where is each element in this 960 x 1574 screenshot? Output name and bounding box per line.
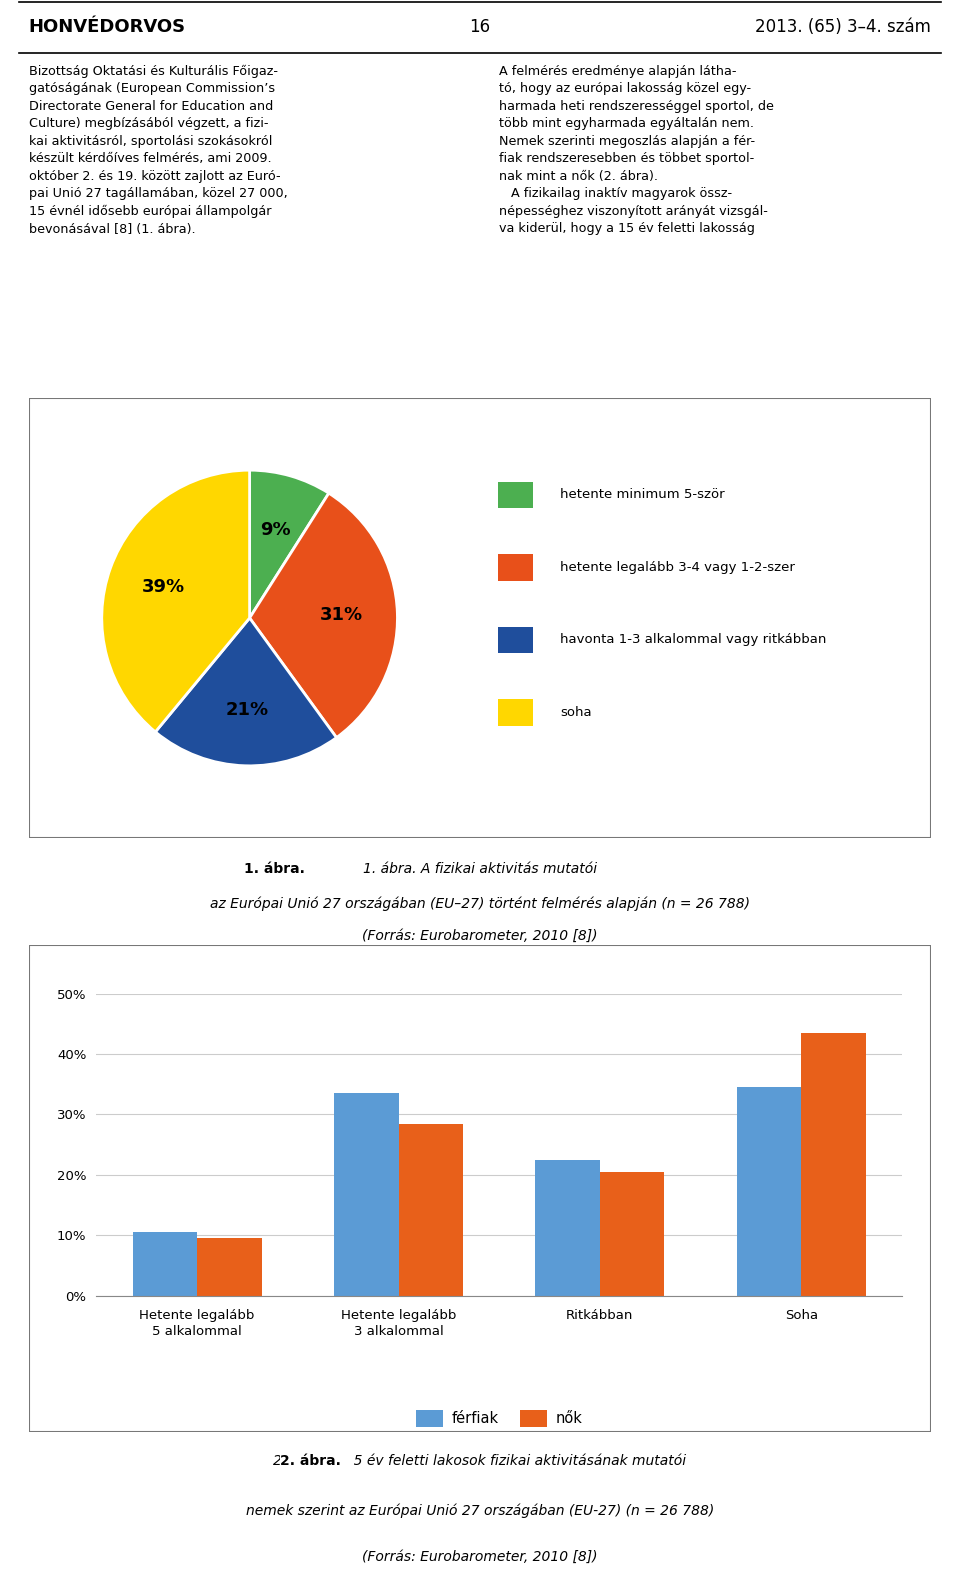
Text: havonta 1-3 alkalommal vagy ritkábban: havonta 1-3 alkalommal vagy ritkábban bbox=[561, 633, 827, 647]
Wedge shape bbox=[156, 619, 337, 767]
Text: 9%: 9% bbox=[260, 521, 291, 538]
Text: 1. ábra. A fizikai aktivitás mutatói: 1. ábra. A fizikai aktivitás mutatói bbox=[363, 863, 597, 877]
Text: 2. ábra. A 15 év feletti lakosok fizikai aktivitásának mutatói: 2. ábra. A 15 év feletti lakosok fizikai… bbox=[274, 1454, 686, 1469]
Legend: férfiak, nők: férfiak, nők bbox=[411, 1404, 588, 1434]
Bar bbox=[197, 1239, 261, 1295]
Text: nemek szerint az Európai Unió 27 országában (EU-27) (n = 26 788): nemek szerint az Európai Unió 27 országá… bbox=[246, 1503, 714, 1517]
Text: 39%: 39% bbox=[142, 578, 185, 597]
Text: 21%: 21% bbox=[226, 700, 268, 719]
Text: HONVÉDORVOS: HONVÉDORVOS bbox=[29, 19, 186, 36]
Bar bbox=[132, 1232, 197, 1295]
Text: A felmérés eredménye alapján látha-
tó, hogy az európai lakosság közel egy-
harm: A felmérés eredménye alapján látha- tó, … bbox=[499, 65, 774, 235]
Text: 16: 16 bbox=[469, 19, 491, 36]
Bar bbox=[398, 1124, 463, 1295]
Bar bbox=[334, 1094, 398, 1295]
Bar bbox=[498, 626, 533, 653]
Text: Bizottság Oktatási és Kulturális Főigaz-
gatóságának (European Commission’s
Dire: Bizottság Oktatási és Kulturális Főigaz-… bbox=[29, 65, 288, 236]
Text: soha: soha bbox=[561, 707, 592, 719]
Bar bbox=[498, 554, 533, 581]
Text: (Forrás: Eurobarometer, 2010 [8]): (Forrás: Eurobarometer, 2010 [8]) bbox=[362, 1549, 598, 1563]
Wedge shape bbox=[250, 493, 397, 738]
Bar bbox=[498, 482, 533, 508]
Bar bbox=[279, 1447, 353, 1489]
Bar bbox=[737, 1088, 802, 1295]
Bar bbox=[600, 1173, 664, 1295]
Bar bbox=[244, 856, 326, 885]
Bar bbox=[498, 699, 533, 726]
Wedge shape bbox=[102, 471, 250, 732]
Bar bbox=[536, 1160, 600, 1295]
Text: 2. ábra.: 2. ábra. bbox=[279, 1454, 341, 1469]
Text: 2013. (65) 3–4. szám: 2013. (65) 3–4. szám bbox=[756, 19, 931, 36]
Bar bbox=[802, 1033, 866, 1295]
Wedge shape bbox=[250, 471, 329, 619]
Text: hetente legalább 3-4 vagy 1-2-szer: hetente legalább 3-4 vagy 1-2-szer bbox=[561, 560, 795, 575]
Text: 31%: 31% bbox=[320, 606, 363, 625]
Text: 1. ábra.: 1. ábra. bbox=[244, 863, 304, 877]
Text: az Európai Unió 27 országában (EU–27) történt felmérés alapján (n = 26 788): az Európai Unió 27 országában (EU–27) tö… bbox=[210, 896, 750, 911]
Text: (Forrás: Eurobarometer, 2010 [8]): (Forrás: Eurobarometer, 2010 [8]) bbox=[362, 929, 598, 943]
Text: hetente minimum 5-ször: hetente minimum 5-ször bbox=[561, 488, 725, 501]
